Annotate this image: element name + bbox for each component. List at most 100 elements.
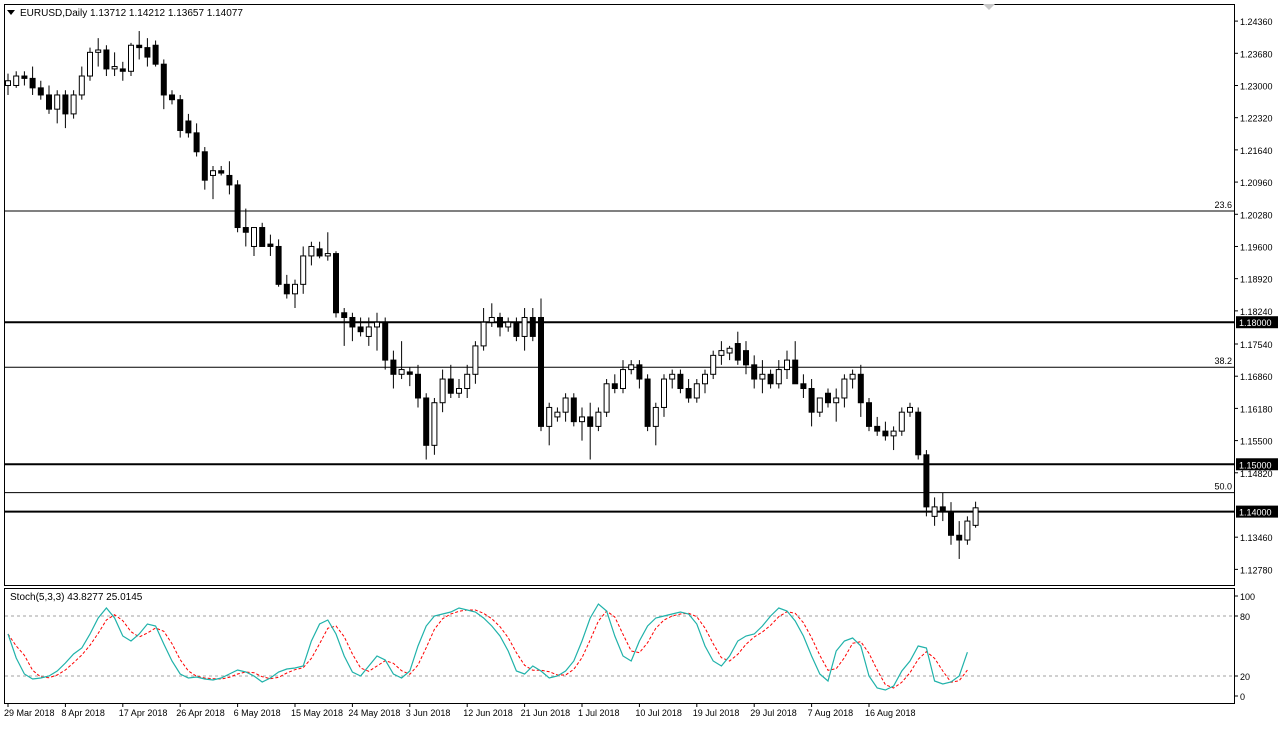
time-tick-label: 1 Jul 2018 <box>578 708 620 718</box>
candle-body <box>685 388 692 399</box>
candle-body <box>259 227 266 247</box>
time-tick-label: 16 Aug 2018 <box>865 708 916 718</box>
time-tick-label: 15 May 2018 <box>291 708 343 718</box>
candle-body <box>784 359 790 371</box>
candle <box>644 374 651 432</box>
stoch-level-lines <box>5 615 1234 677</box>
candle <box>833 388 840 422</box>
candle <box>103 45 110 77</box>
candle <box>734 331 741 365</box>
candle <box>13 71 20 88</box>
time-tick-label: 17 Apr 2018 <box>119 708 168 718</box>
candle <box>5 73 11 95</box>
candle <box>251 227 257 256</box>
candle-body <box>669 373 676 380</box>
price-tick-label: 1.19600 <box>1240 242 1273 252</box>
candle <box>447 364 454 398</box>
candle <box>915 407 922 460</box>
candle-body <box>218 170 225 174</box>
candle <box>808 379 815 427</box>
candle-body <box>546 406 553 427</box>
price-level-tag <box>1236 316 1278 329</box>
candle <box>636 360 643 389</box>
candle-body <box>242 227 249 233</box>
price-tick-label: 1.13460 <box>1240 533 1273 543</box>
candle-body <box>46 94 52 110</box>
scroll-marker-icon[interactable] <box>983 4 995 10</box>
candle-body <box>62 94 69 115</box>
candles <box>5 31 979 559</box>
candle-body <box>136 44 143 49</box>
candle-body <box>726 347 733 354</box>
candle-body <box>169 94 175 101</box>
candle-body <box>111 66 118 70</box>
candle <box>423 393 430 460</box>
candle <box>431 397 438 455</box>
candle <box>78 66 85 100</box>
candle-body <box>333 253 339 314</box>
candle-body <box>849 373 856 380</box>
candle <box>652 402 659 446</box>
candle <box>907 402 913 417</box>
candle-body <box>95 49 102 53</box>
candle-body <box>677 373 684 390</box>
candle-body <box>956 534 963 541</box>
time-tick-label: 29 Mar 2018 <box>4 708 55 718</box>
price-tick-label: 1.23680 <box>1240 49 1273 59</box>
candle-body <box>439 378 446 404</box>
candle-body <box>743 350 749 366</box>
candle <box>972 501 979 528</box>
candle-body <box>5 80 11 86</box>
candle <box>374 312 380 351</box>
candle-body <box>595 411 602 427</box>
candle-body <box>267 243 274 247</box>
candle-body <box>464 373 471 390</box>
candle-body <box>636 364 643 380</box>
candle-body <box>292 283 298 295</box>
candle <box>464 364 471 398</box>
candle <box>620 360 626 394</box>
price-tick-label: 1.17540 <box>1240 340 1273 350</box>
candle <box>497 312 503 337</box>
candle-body <box>406 371 413 375</box>
price-tick-label: 1.12780 <box>1240 565 1273 575</box>
candle <box>825 388 831 408</box>
candle <box>54 90 61 124</box>
candle <box>898 407 905 436</box>
candle-body <box>923 454 930 508</box>
candle-body <box>874 425 881 432</box>
time-tick-label: 26 Apr 2018 <box>176 708 225 718</box>
price-tick-label: 1.20960 <box>1240 178 1273 188</box>
stoch-pane[interactable] <box>4 588 1235 704</box>
stoch-label: Stoch(5,3,3) 43.8277 25.0145 <box>10 592 143 603</box>
candle <box>587 402 594 460</box>
candle-body <box>808 388 815 413</box>
candle-body <box>611 383 618 390</box>
candle-body <box>505 321 512 328</box>
candle <box>201 147 208 190</box>
candle-body <box>833 397 840 404</box>
candle <box>439 369 446 413</box>
candle <box>948 502 954 545</box>
price-tick-label: 1.23000 <box>1240 81 1273 91</box>
candle <box>234 180 241 233</box>
candle-body <box>374 321 380 328</box>
triangle-down-icon[interactable] <box>7 10 15 15</box>
candle <box>759 360 766 394</box>
price-level-tag <box>1236 505 1278 518</box>
candle <box>939 492 946 522</box>
horizontal-lines: 23.6 38.2 50.0 <box>5 200 1234 513</box>
candle-body <box>570 397 577 423</box>
candle-body <box>907 406 913 413</box>
price-pane[interactable]: 23.6 38.2 50.0 <box>4 4 1235 586</box>
candle <box>136 31 143 60</box>
candle <box>866 397 872 432</box>
time-tick-label: 12 Jun 2018 <box>463 708 513 718</box>
time-axis: 29 Mar 2018 8 Apr 2018 17 Apr 2018 26 Apr 2… <box>4 703 916 718</box>
candle-body <box>283 283 290 295</box>
candle-body <box>693 383 700 399</box>
candle <box>177 94 184 138</box>
candle <box>169 90 175 105</box>
